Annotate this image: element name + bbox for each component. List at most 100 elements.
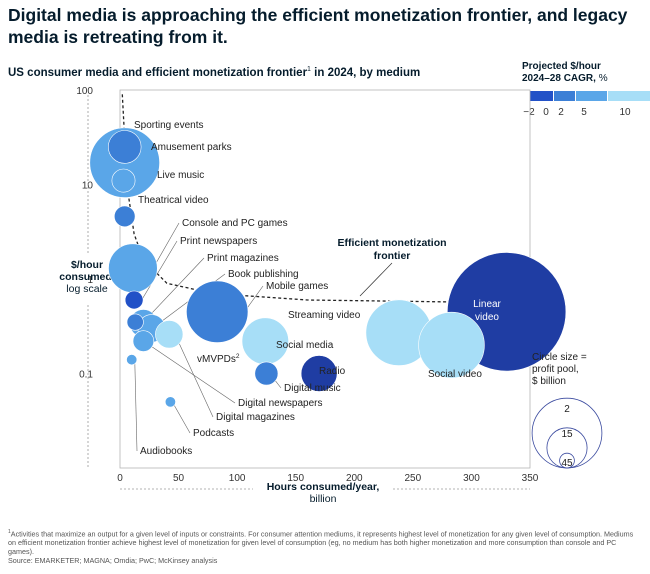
chart-subtitle: US consumer media and efficient monetiza… bbox=[8, 66, 420, 79]
label-print-magazines: Print magazines bbox=[207, 253, 279, 264]
bubble-console-and-pc-games bbox=[108, 243, 158, 293]
color-legend-swatch bbox=[554, 91, 575, 101]
bubble-live-music bbox=[111, 168, 136, 193]
label-digital-newspapers: Digital newspapers bbox=[238, 398, 323, 409]
size-legend-title-line: Circle size = bbox=[532, 352, 587, 363]
bubble-sporting-events bbox=[107, 130, 142, 164]
label-theatrical-video: Theatrical video bbox=[138, 195, 209, 206]
label-live-music: Live music bbox=[157, 170, 204, 181]
y-axis-title-line: consumed, bbox=[59, 271, 115, 283]
color-legend-tick: 10 bbox=[619, 107, 631, 118]
x-tick-label: 0 bbox=[117, 473, 123, 484]
x-tick-label: 250 bbox=[405, 473, 422, 484]
bubble-print-newspapers bbox=[124, 290, 144, 310]
label-audiobooks: Audiobooks bbox=[140, 446, 192, 457]
color-legend-title-line2: 2024–28 CAGR, bbox=[522, 73, 599, 84]
bubble-mobile-games bbox=[186, 280, 249, 343]
bubble-podcasts bbox=[164, 396, 176, 408]
footnote-text: Activities that maximize an output for a… bbox=[8, 529, 634, 557]
x-tick-label: 150 bbox=[287, 473, 304, 484]
x-tick-label: 100 bbox=[229, 473, 246, 484]
color-legend-title-line2-wrap: 2024–28 CAGR, % bbox=[522, 73, 642, 85]
leader-podcasts bbox=[173, 403, 191, 434]
label-sup: 2 bbox=[236, 353, 240, 360]
subtitle-footnote-marker: 1 bbox=[307, 66, 311, 73]
leader-digital-magazines bbox=[177, 339, 214, 418]
bubble-digital-newspapers bbox=[132, 330, 155, 352]
label-line: video bbox=[475, 312, 499, 323]
x-tick-label: 200 bbox=[346, 473, 363, 484]
label-mobile-games: Mobile games bbox=[266, 281, 328, 292]
headline: Digital media is approaching the efficie… bbox=[8, 5, 628, 47]
bubble-theatrical-video bbox=[113, 205, 136, 228]
label-digital-magazines: Digital magazines bbox=[216, 412, 295, 423]
color-legend-tick: 2 bbox=[558, 107, 564, 118]
bubbles bbox=[89, 127, 567, 408]
label-amusement-parks: Amusement parks bbox=[151, 142, 232, 153]
label-book-publishing: Book publishing bbox=[228, 269, 299, 280]
color-legend-swatch bbox=[576, 91, 607, 101]
y-tick-label: 100 bbox=[76, 86, 93, 97]
color-legend-tick: −2 bbox=[523, 107, 535, 118]
x-tick-label: 300 bbox=[463, 473, 480, 484]
x-tick-label: 50 bbox=[173, 473, 185, 484]
size-legend-value: 45 bbox=[561, 458, 573, 469]
label-vmvpds: vMVPDs2 bbox=[197, 353, 240, 365]
frontier-label-line: Efficient monetization bbox=[337, 237, 446, 249]
bubble-social-video bbox=[418, 311, 485, 379]
leader-audiobooks bbox=[134, 361, 138, 452]
size-legend-ring bbox=[559, 452, 575, 469]
bubble-audiobooks bbox=[126, 354, 138, 366]
x-axis-title-line: Hours consumed/year, bbox=[267, 481, 380, 493]
y-tick-label: 1 bbox=[87, 275, 93, 286]
label-social-media: Social media bbox=[276, 340, 334, 351]
footnote-source: Source: EMARKETER; MAGNA; Omdia; PwC; Mc… bbox=[8, 556, 218, 566]
bubble-radio bbox=[300, 355, 338, 392]
frontier-label-leader bbox=[359, 262, 393, 297]
label-linear-video: Linear video bbox=[473, 299, 501, 323]
color-legend-title: Projected $/hour 2024–28 CAGR, % bbox=[522, 61, 642, 85]
footnote-marker: 1 bbox=[8, 529, 11, 535]
label-podcasts: Podcasts bbox=[193, 428, 234, 439]
leader-digital-newspapers bbox=[149, 345, 236, 404]
label-print-newspapers: Print newspapers bbox=[180, 236, 257, 247]
size-legend-title-line: $ billion bbox=[532, 376, 566, 387]
size-legend: Circle size =profit pool,$ billion 2 15 45 bbox=[531, 352, 603, 469]
size-legend-title-line: profit pool, bbox=[532, 364, 579, 375]
y-tick-label: 10 bbox=[82, 181, 94, 192]
subtitle-tail: in 2024, by medium bbox=[310, 66, 421, 79]
bubble-print-magazines bbox=[126, 313, 144, 331]
subtitle-main: US consumer media and efficient monetiza… bbox=[8, 66, 308, 79]
label-streaming-video: Streaming video bbox=[288, 310, 361, 321]
point-labels: Sporting events Amusement parks Live music… bbox=[134, 120, 502, 457]
axes: 0 50 100 150 200 250 300 350 100 10 1 0.1 $/hourcons… bbox=[59, 86, 538, 505]
color-legend-swatch bbox=[530, 91, 553, 101]
size-legend-value: 15 bbox=[561, 429, 573, 440]
y-tick-label: 0.1 bbox=[79, 370, 93, 381]
color-legend-title-line1: Projected $/hour bbox=[522, 61, 601, 72]
y-axis-title-line: $/hour bbox=[71, 259, 103, 271]
color-legend-swatch bbox=[608, 91, 650, 101]
frontier-label-line: frontier bbox=[374, 250, 411, 262]
x-axis-title-line: billion bbox=[310, 493, 337, 505]
y-axis-title-line: log scale bbox=[66, 283, 108, 295]
label-social-video: Social video bbox=[428, 369, 482, 380]
color-legend-tick: 0 bbox=[543, 107, 549, 118]
bubble-digital-music bbox=[254, 361, 279, 386]
label-radio: Radio bbox=[319, 366, 346, 377]
label-sporting-events: Sporting events bbox=[134, 120, 204, 131]
label-digital-music: Digital music bbox=[284, 383, 341, 394]
size-legend-value: 2 bbox=[564, 404, 570, 415]
color-legend-title-unit: % bbox=[598, 73, 608, 84]
label-line: Linear bbox=[473, 299, 501, 310]
x-tick-label: 350 bbox=[522, 473, 539, 484]
footnote: 1Activities that maximize an output for … bbox=[8, 528, 638, 565]
leader-print-newspapers bbox=[139, 240, 178, 304]
label-console-and-pc-games: Console and PC games bbox=[182, 218, 288, 229]
color-legend: −2 0 2 5 10 bbox=[523, 91, 650, 118]
bubble-digital-magazines bbox=[155, 320, 184, 349]
footnote-definition: 1Activities that maximize an output for … bbox=[8, 528, 638, 556]
color-legend-tick: 5 bbox=[581, 107, 587, 118]
